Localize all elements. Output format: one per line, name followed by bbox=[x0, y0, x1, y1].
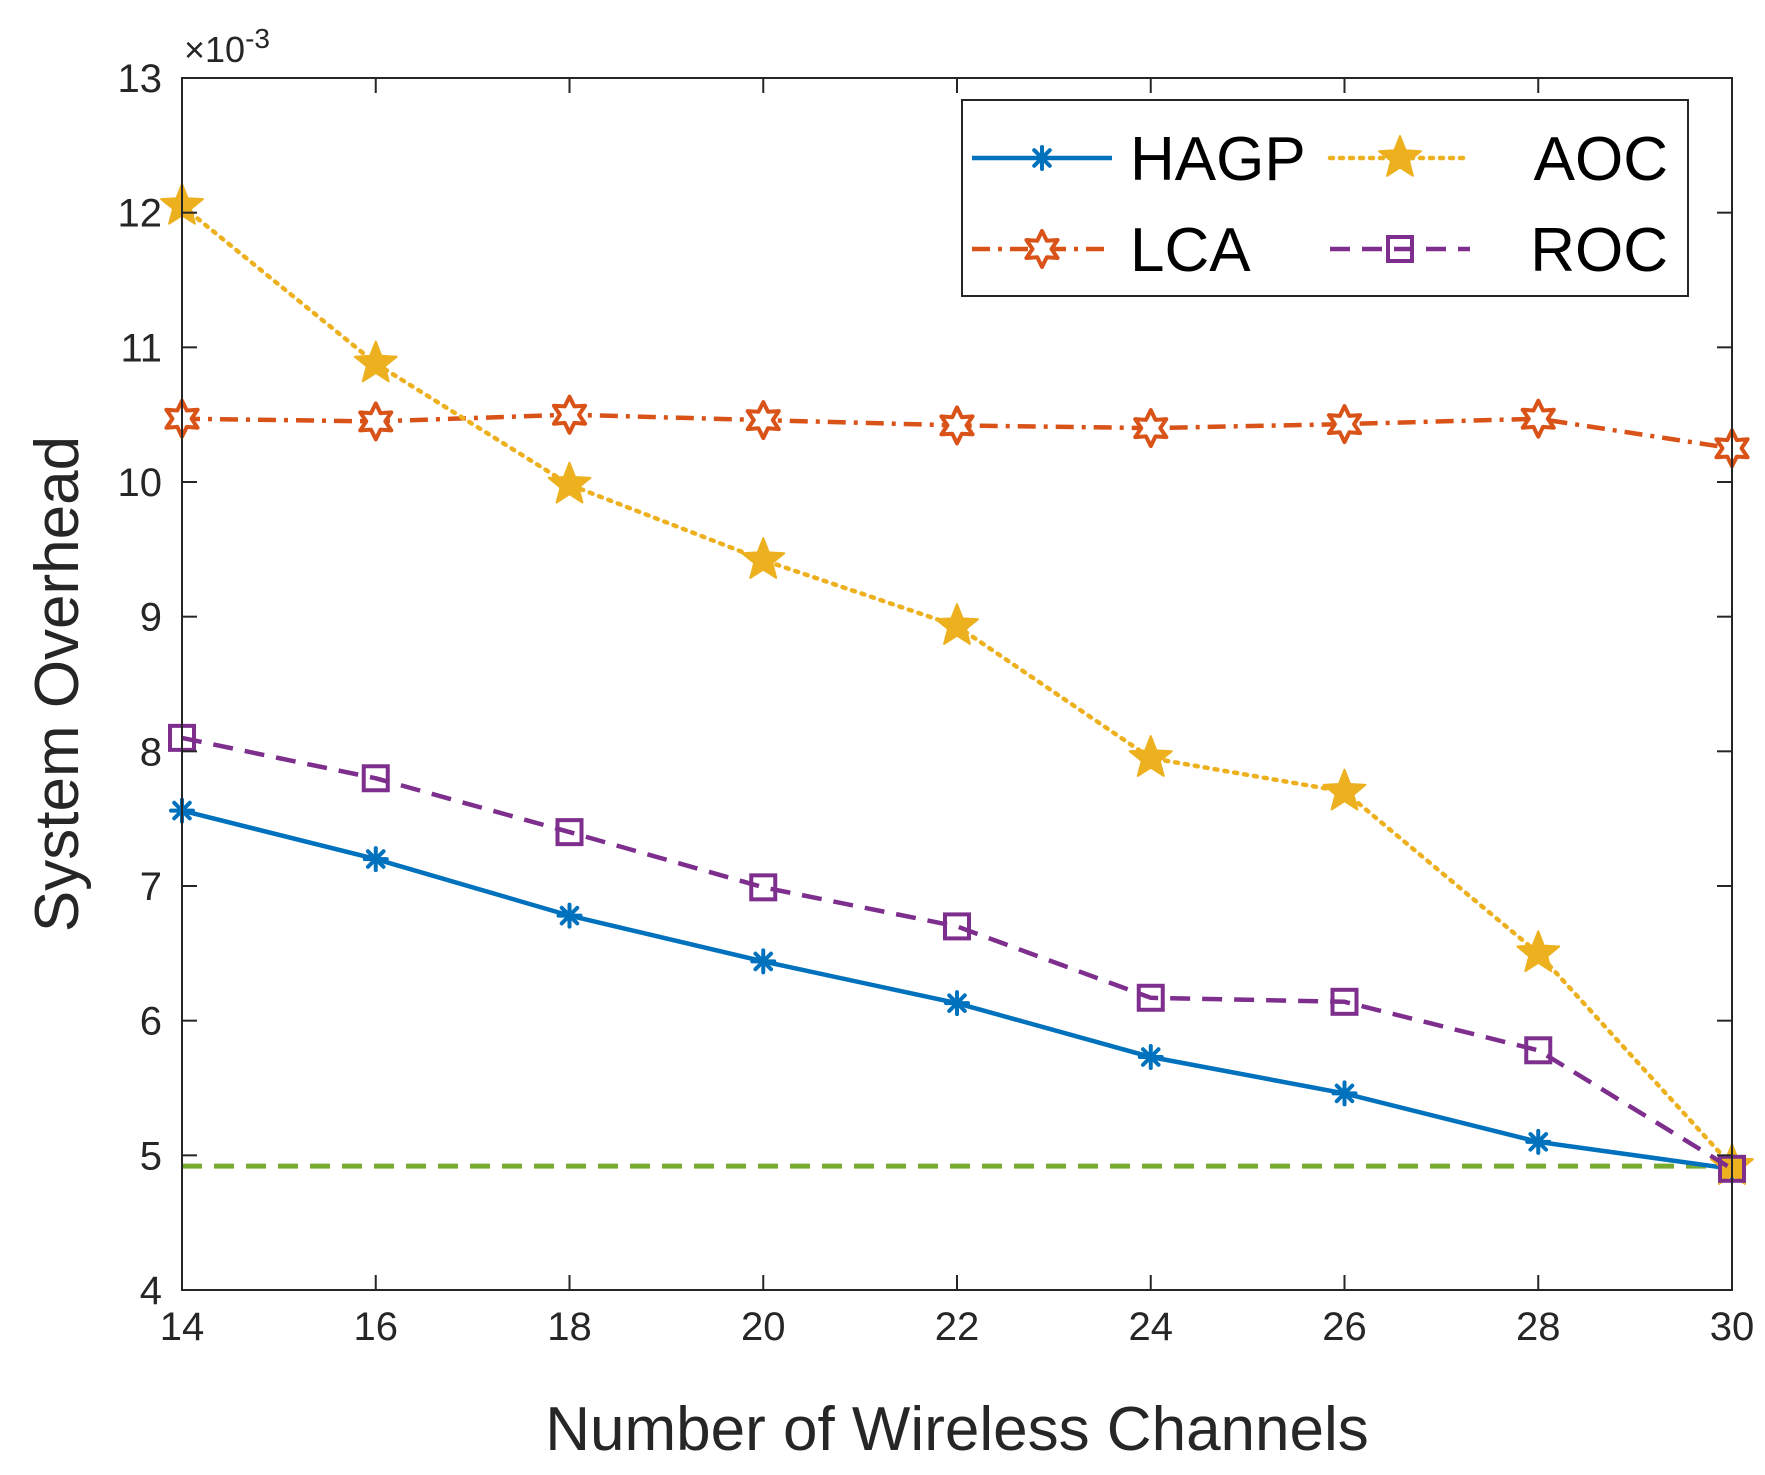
data-point-hagp-stroke bbox=[947, 993, 967, 1013]
data-point-hagp-stroke bbox=[1528, 1132, 1549, 1152]
x-tick-label: 26 bbox=[1322, 1305, 1367, 1349]
series-line-roc bbox=[181, 735, 1734, 1171]
legend-item-aoc: AOC bbox=[1327, 125, 1668, 194]
data-point-aoc bbox=[1128, 735, 1173, 777]
data-point-hagp bbox=[1331, 1080, 1358, 1107]
y-tick-label: 4 bbox=[140, 1269, 162, 1313]
x-tick-label: 30 bbox=[1710, 1305, 1755, 1349]
data-point-hagp-stroke bbox=[753, 951, 774, 972]
y-axis-ticks: 4 5 6 7 8 9 10 11 12 13 bbox=[118, 57, 1732, 1313]
data-point-aoc bbox=[741, 537, 786, 579]
series-layer bbox=[160, 182, 1754, 1185]
legend-label-aoc: AOC bbox=[1534, 125, 1668, 194]
data-point-roc bbox=[1136, 983, 1165, 1012]
legend-marker-roc bbox=[1386, 235, 1414, 263]
data-point-hagp-stroke bbox=[365, 849, 386, 869]
legend-marker-hagp-stroke bbox=[1032, 148, 1052, 168]
data-point-lca bbox=[551, 394, 588, 435]
data-point-hagp bbox=[1525, 1128, 1552, 1155]
data-point-hagp bbox=[556, 902, 583, 929]
legend-marker-lca bbox=[1024, 229, 1060, 269]
legend: HAGP AOC LCA ROC bbox=[961, 99, 1689, 297]
data-point-roc bbox=[1524, 1036, 1553, 1065]
data-point-roc bbox=[361, 764, 390, 793]
legend-label-hagp: HAGP bbox=[1130, 125, 1306, 194]
y-tick-label: 9 bbox=[140, 596, 162, 640]
x-tick-label: 16 bbox=[354, 1305, 399, 1349]
x-axis-ticks: 14 16 18 20 22 24 26 28 30 bbox=[160, 78, 1755, 1349]
data-point-lca bbox=[358, 401, 394, 442]
legend-item-hagp: HAGP bbox=[972, 125, 1306, 194]
y-tick-label: 13 bbox=[118, 57, 163, 101]
data-point-hagp bbox=[362, 846, 389, 873]
data-point-aoc bbox=[935, 603, 979, 645]
data-point-lca bbox=[1133, 408, 1169, 449]
data-point-aoc bbox=[353, 340, 398, 383]
data-point-lca bbox=[1326, 404, 1363, 445]
y-tick-label: 12 bbox=[118, 192, 163, 236]
data-point-roc bbox=[943, 912, 971, 941]
x-axis-label: Number of Wireless Channels bbox=[545, 1395, 1369, 1464]
data-point-lca bbox=[939, 405, 975, 446]
data-point-hagp bbox=[750, 948, 777, 975]
legend-marker-hagp bbox=[1029, 145, 1055, 171]
legend-label-lca: LCA bbox=[1130, 216, 1251, 285]
x-tick-label: 28 bbox=[1516, 1305, 1561, 1349]
data-point-roc bbox=[555, 818, 584, 847]
x-tick-label: 14 bbox=[160, 1305, 205, 1349]
data-point-aoc bbox=[1322, 768, 1367, 811]
data-point-lca bbox=[1520, 398, 1556, 439]
data-point-aoc bbox=[547, 461, 592, 504]
y-tick-label: 6 bbox=[140, 1000, 162, 1044]
data-point-roc bbox=[1330, 987, 1359, 1016]
y-multiplier-base: ×10 bbox=[184, 29, 245, 70]
x-tick-label: 18 bbox=[547, 1305, 592, 1349]
data-point-roc bbox=[749, 873, 778, 902]
legend-label-roc: ROC bbox=[1530, 216, 1668, 285]
x-tick-label: 20 bbox=[741, 1305, 786, 1349]
data-point-hagp bbox=[944, 990, 970, 1017]
data-point-aoc bbox=[1516, 930, 1561, 973]
y-tick-label: 10 bbox=[118, 461, 163, 505]
data-point-hagp bbox=[1137, 1044, 1164, 1071]
y-tick-label: 11 bbox=[120, 326, 162, 370]
y-tick-label: 7 bbox=[140, 865, 162, 909]
y-multiplier-exponent: -3 bbox=[245, 23, 270, 54]
data-point-hagp-stroke bbox=[559, 905, 580, 926]
data-point-hagp-stroke bbox=[1140, 1047, 1161, 1067]
legend-marker-aoc bbox=[1378, 135, 1422, 177]
data-point-hagp-stroke bbox=[1334, 1083, 1355, 1104]
legend-box bbox=[961, 99, 1689, 297]
y-axis-label: System Overhead bbox=[23, 436, 92, 932]
x-tick-label: 24 bbox=[1129, 1305, 1174, 1349]
legend-item-lca: LCA bbox=[972, 216, 1251, 285]
series-lca bbox=[164, 394, 1750, 469]
data-point-lca bbox=[745, 400, 781, 441]
y-multiplier-label: ×10-3 bbox=[184, 23, 270, 70]
legend-items: HAGP AOC LCA ROC bbox=[972, 125, 1668, 285]
y-tick-label: 8 bbox=[140, 730, 162, 774]
x-tick-label: 22 bbox=[935, 1305, 980, 1349]
y-tick-label: 5 bbox=[140, 1134, 162, 1178]
legend-item-roc: ROC bbox=[1330, 216, 1668, 285]
